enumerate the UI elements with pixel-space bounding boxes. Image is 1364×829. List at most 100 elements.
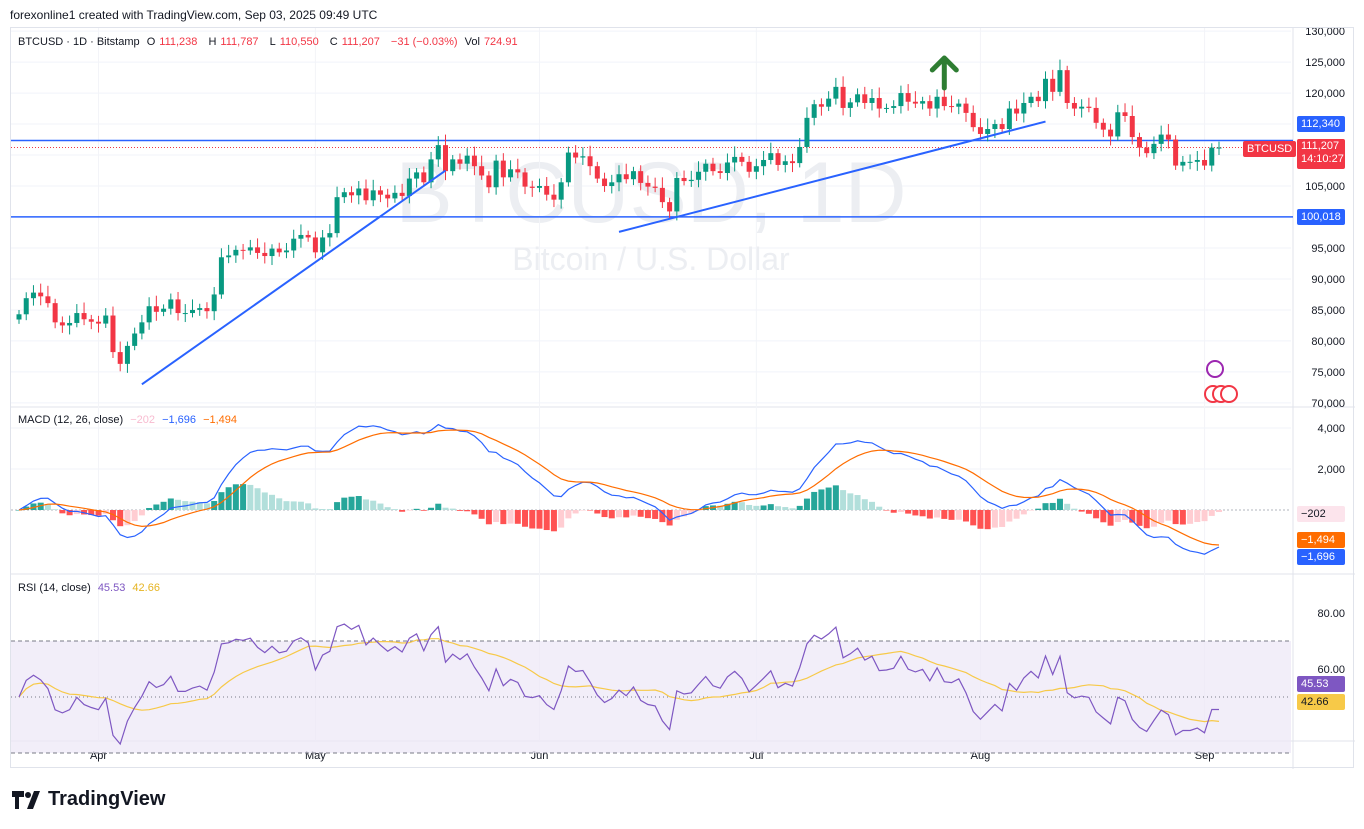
- candle-body: [775, 153, 781, 165]
- chart-header: forexonline1 created with TradingView.co…: [10, 8, 378, 22]
- macd-histogram-bar: [630, 510, 637, 516]
- volume-value: 724.91: [483, 36, 518, 48]
- high-value: 111,787: [220, 36, 259, 48]
- candle-body: [876, 98, 882, 109]
- macd-histogram-bar: [825, 487, 832, 510]
- macd-histogram-bar: [370, 500, 377, 510]
- tradingview-logo[interactable]: TradingView: [12, 788, 165, 811]
- candle-body: [59, 322, 65, 326]
- macd-histogram-bar: [514, 510, 521, 524]
- macd-histogram-bar: [218, 492, 225, 510]
- candle-body: [638, 171, 644, 183]
- candle-body: [117, 352, 123, 364]
- macd-line-tag: −1,696: [1297, 549, 1345, 565]
- watermark-subtitle: Bitcoin / U.S. Dollar: [512, 241, 790, 277]
- price-tick-label: 95,000: [1311, 243, 1345, 255]
- macd-histogram-bar: [478, 510, 485, 519]
- candle-body: [941, 96, 947, 107]
- macd-histogram-bar: [1172, 510, 1179, 525]
- rsi-legend: RSI (14, close) 45.53 42.66: [18, 582, 164, 594]
- price-tick-label: 125,000: [1305, 57, 1345, 69]
- macd-histogram-bar: [283, 501, 290, 510]
- macd-line: [18, 423, 1220, 555]
- macd-histogram-bar: [991, 510, 998, 528]
- macd-histogram-bar: [449, 508, 456, 510]
- rsi-label[interactable]: RSI (14, close): [18, 582, 91, 594]
- macd-histogram-bar: [1042, 503, 1049, 510]
- candle-body: [1014, 108, 1020, 114]
- macd-histogram-bar: [746, 504, 753, 510]
- symbol-label[interactable]: BTCUSD · 1D · Bitstamp: [18, 36, 140, 48]
- macd-histogram-bar: [579, 510, 586, 511]
- chart-frame[interactable]: 70,000 75,000 80,000 85,000 90,000 95,000 100,…: [10, 27, 1355, 769]
- macd-histogram-bar: [131, 510, 138, 522]
- bar-countdown: 14:10:27: [1301, 153, 1344, 165]
- candle-body: [377, 190, 383, 195]
- candle-body: [1173, 139, 1179, 166]
- macd-histogram-bar: [999, 510, 1006, 527]
- macd-histogram-bar: [30, 503, 37, 510]
- candle-body: [920, 101, 926, 104]
- candle-body: [421, 172, 427, 183]
- macd-histogram-bar: [854, 495, 861, 510]
- macd-histogram-bar: [731, 501, 738, 510]
- candle-body: [1202, 159, 1208, 166]
- low-value: 110,550: [279, 36, 319, 48]
- candle-body: [269, 248, 275, 257]
- candle-body: [103, 315, 109, 324]
- macd-histogram-bar: [247, 484, 254, 510]
- macd-histogram-bar: [464, 510, 471, 512]
- candle-body: [898, 93, 904, 107]
- chart-canvas[interactable]: 70,000 75,000 80,000 85,000 90,000 95,000 100,…: [11, 28, 1355, 769]
- candle-body: [609, 182, 615, 187]
- candle-body: [616, 174, 622, 183]
- candle-body: [1086, 106, 1092, 108]
- macd-histogram-bar: [876, 506, 883, 510]
- candle-body: [23, 298, 29, 315]
- macd-histogram-bar: [811, 491, 818, 510]
- candle-body: [1100, 122, 1106, 130]
- candle-body: [320, 237, 326, 253]
- candle-body: [1064, 70, 1070, 103]
- macd-histogram-bar: [1179, 510, 1186, 525]
- symbol-price-tag: BTCUSD: [1243, 141, 1297, 157]
- watermark-title: BTCUSD, 1D: [395, 145, 906, 241]
- macd-histogram-bar: [1085, 510, 1092, 514]
- macd-histogram-bar: [637, 510, 644, 517]
- candle-body: [508, 169, 514, 178]
- macd-histogram-bar: [435, 503, 442, 510]
- macd-histogram-bar: [1049, 502, 1056, 510]
- candle-body: [912, 101, 918, 104]
- macd-histogram-bar: [616, 510, 622, 518]
- candle-body: [551, 194, 557, 200]
- macd-histogram-bar: [428, 507, 435, 510]
- macd-hist-value: −202: [130, 414, 155, 426]
- candle-body: [1158, 134, 1164, 144]
- candle-body: [956, 103, 962, 107]
- macd-histogram-bar: [471, 510, 478, 515]
- macd-histogram-bar: [962, 510, 969, 522]
- macd-histogram-bar: [1071, 508, 1078, 510]
- macd-histogram-bar: [305, 503, 312, 510]
- candle-body: [16, 314, 22, 320]
- macd-label[interactable]: MACD (12, 26, close): [18, 414, 124, 426]
- trendline: [141, 169, 447, 386]
- candle-body: [1115, 112, 1121, 137]
- macd-histogram-bar: [623, 510, 630, 518]
- macd-histogram-bar: [970, 510, 977, 526]
- candle-body: [927, 101, 933, 109]
- candle-body: [38, 292, 44, 297]
- macd-histogram-bar: [543, 510, 550, 531]
- candle-body: [1151, 143, 1157, 154]
- macd-histogram-bar: [1100, 510, 1107, 523]
- macd-histogram-bar: [1093, 510, 1100, 519]
- macd-histogram-bar: [702, 506, 709, 510]
- candle-body: [558, 182, 564, 200]
- macd-histogram-bar: [717, 505, 724, 510]
- candle-body: [587, 156, 593, 167]
- macd-histogram-bar: [269, 494, 276, 510]
- candle-body: [500, 160, 506, 178]
- candle-body: [529, 186, 535, 188]
- price-tick-label: 80,000: [1311, 336, 1345, 348]
- candle-body: [1028, 96, 1034, 103]
